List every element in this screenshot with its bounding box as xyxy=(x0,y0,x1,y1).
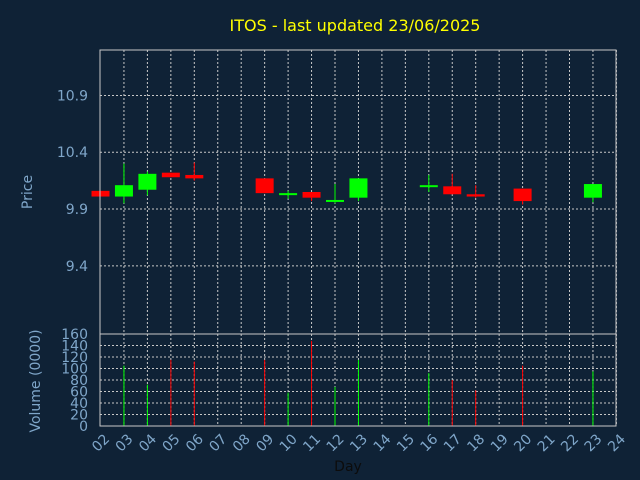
candle-body xyxy=(279,193,298,196)
day-tick-label: 17 xyxy=(441,431,465,455)
volume-plot-frame xyxy=(99,333,617,427)
candle-20 xyxy=(513,188,532,205)
candle-body xyxy=(185,174,204,179)
candle-03 xyxy=(114,163,133,204)
candle-body xyxy=(138,173,157,190)
day-tick-label: 11 xyxy=(300,431,324,455)
volume-tick-label: 40 xyxy=(70,396,88,412)
day-tick-label: 19 xyxy=(488,431,512,455)
day-tick-label: 16 xyxy=(417,431,441,455)
candle-body xyxy=(255,178,274,194)
candle-body xyxy=(302,192,321,198)
candle-12 xyxy=(326,184,344,204)
candle-body xyxy=(114,185,133,197)
candle-body xyxy=(443,186,462,195)
day-tick-label: 23 xyxy=(582,431,606,455)
candle-23 xyxy=(583,184,602,203)
volume-tick-label: 20 xyxy=(70,408,88,424)
x-axis-label: Day xyxy=(334,459,362,475)
candle-body xyxy=(513,188,532,202)
volume-tick-label: 0 xyxy=(79,419,88,435)
candle-13 xyxy=(349,178,368,202)
day-tick-label: 05 xyxy=(160,431,184,455)
day-tick-label: 22 xyxy=(558,431,582,455)
candle-17 xyxy=(443,173,462,195)
chart-title: ITOS - last updated 23/06/2025 xyxy=(230,16,481,35)
candle-06 xyxy=(185,162,204,181)
candle-09 xyxy=(255,178,274,194)
volume-tick-label: 80 xyxy=(70,373,88,389)
candle-05 xyxy=(161,172,180,178)
day-tick-label: 20 xyxy=(511,431,535,455)
candle-04 xyxy=(138,171,157,196)
day-tick-label: 13 xyxy=(347,431,371,455)
day-tick-label: 08 xyxy=(230,431,254,455)
volume-tick-label: 120 xyxy=(61,350,88,366)
candle-11 xyxy=(302,192,321,202)
price-axis-label: Price xyxy=(20,175,36,209)
price-tick-label: 9.9 xyxy=(66,202,88,218)
volume-axis-label: Volume (0000) xyxy=(28,329,44,432)
day-axis: 02 03 04 05 06 07 08 09 10 11 12 13 14 15 16 17 18 19 20 21… xyxy=(89,431,629,455)
price-tick-label: 10.9 xyxy=(57,88,88,104)
day-tick-label: 10 xyxy=(277,431,301,455)
candle-body xyxy=(161,172,180,178)
price-panel: 10.9 10.4 9.9 9.4 Price xyxy=(20,49,617,335)
candle-body xyxy=(349,178,368,198)
volume-tick-label: 140 xyxy=(61,339,88,355)
day-tick-label: 09 xyxy=(253,431,277,455)
candle-18 xyxy=(466,185,485,198)
candle-body xyxy=(583,184,602,198)
day-tick-label: 03 xyxy=(113,431,137,455)
day-tick-label: 06 xyxy=(183,431,207,455)
volume-tick-label: 100 xyxy=(61,362,88,378)
volume-tick-label: 60 xyxy=(70,385,88,401)
day-tick-label: 14 xyxy=(371,431,395,455)
day-tick-label: 24 xyxy=(605,431,629,455)
candle-16 xyxy=(419,174,438,192)
candle-10 xyxy=(279,190,298,199)
price-tick-label: 9.4 xyxy=(66,259,88,275)
day-tick-label: 04 xyxy=(136,431,160,455)
day-tick-label: 15 xyxy=(394,431,418,455)
candle-body xyxy=(419,185,438,188)
day-tick-label: 07 xyxy=(206,431,230,455)
day-tick-label: 02 xyxy=(89,431,113,455)
candle-body xyxy=(326,199,344,202)
price-tick-label: 10.4 xyxy=(57,145,88,161)
day-tick-label: 18 xyxy=(464,431,488,455)
day-tick-label: 12 xyxy=(324,431,348,455)
candle-body xyxy=(466,194,485,197)
volume-tick-label: 160 xyxy=(61,327,88,343)
day-tick-label: 21 xyxy=(535,431,559,455)
